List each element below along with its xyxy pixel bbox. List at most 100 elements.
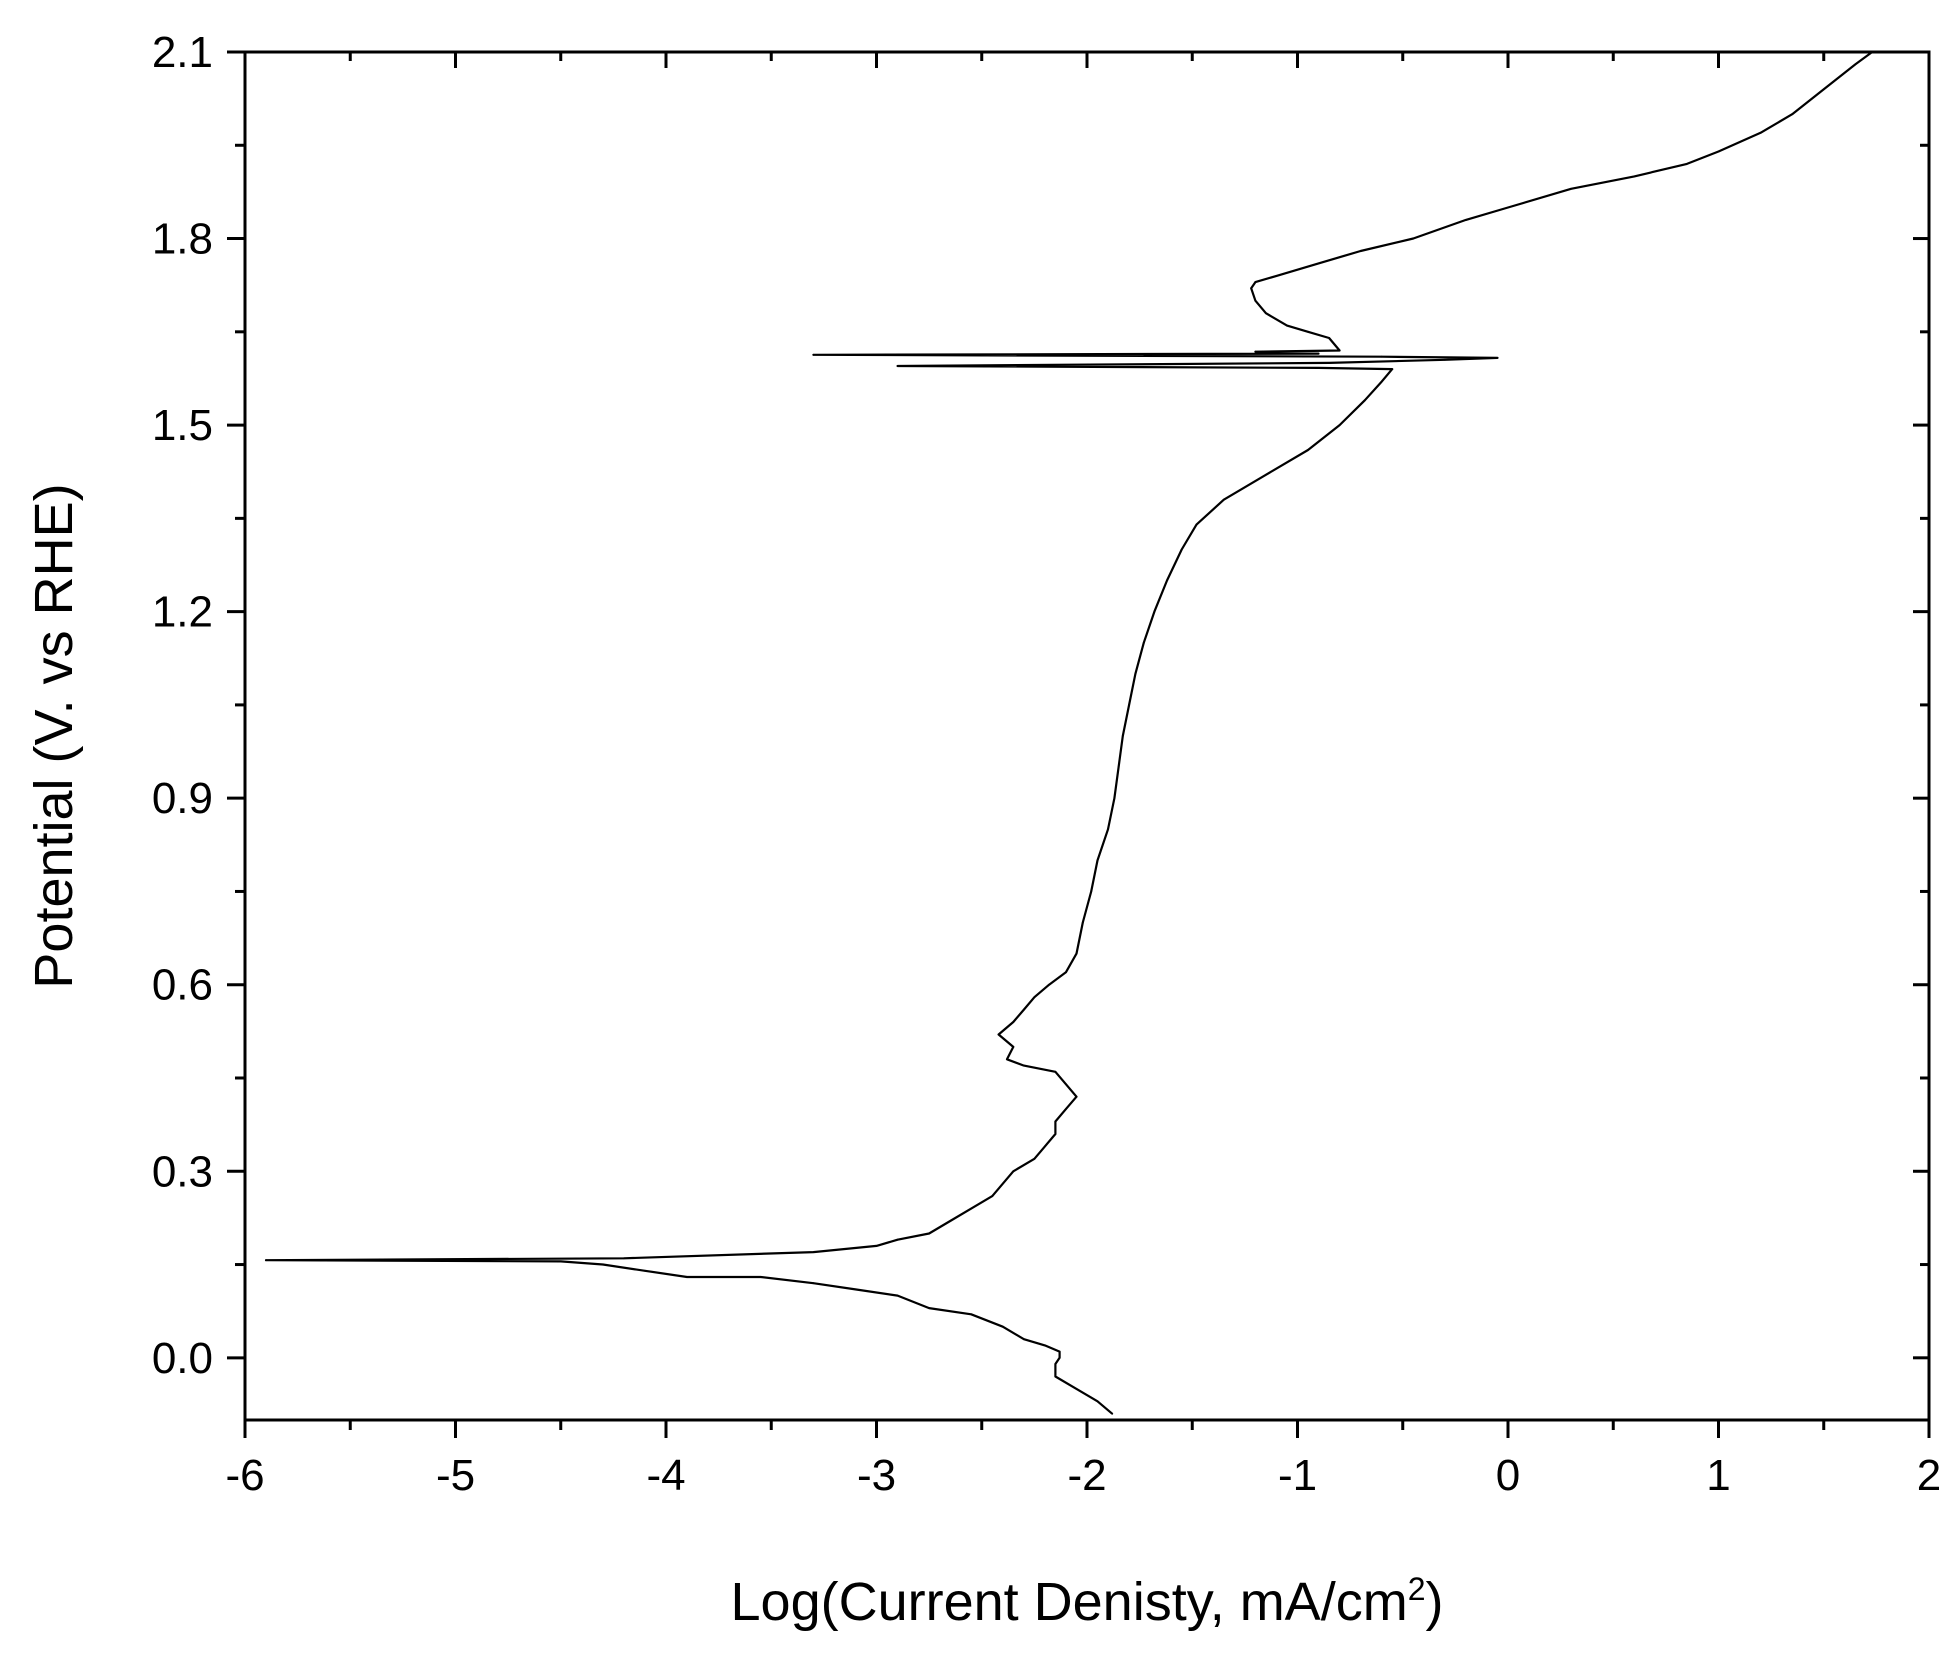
y-tick-label: 2.1 bbox=[152, 28, 213, 77]
data-point bbox=[1121, 735, 1124, 737]
data-point bbox=[1391, 368, 1394, 370]
data-point bbox=[1686, 163, 1688, 165]
data-point bbox=[1096, 1400, 1099, 1403]
y-tick-label: 0.0 bbox=[152, 1334, 213, 1383]
y-tick-label: 1.2 bbox=[152, 588, 213, 637]
data-point bbox=[875, 1245, 878, 1247]
data-point bbox=[1054, 1375, 1057, 1378]
x-tick-label: -3 bbox=[857, 1451, 896, 1500]
data-point bbox=[1044, 1145, 1046, 1148]
data-point bbox=[1023, 1338, 1025, 1341]
data-point bbox=[896, 365, 899, 367]
data-point bbox=[1222, 498, 1225, 501]
x-tick-label: -1 bbox=[1278, 1451, 1317, 1500]
data-point bbox=[1065, 1108, 1067, 1110]
x-tick-label: -6 bbox=[225, 1451, 264, 1500]
data-point bbox=[1854, 63, 1857, 66]
data-point bbox=[1307, 330, 1309, 333]
data-point bbox=[1380, 355, 1383, 358]
data-point bbox=[1364, 399, 1366, 402]
data-point bbox=[1023, 1064, 1025, 1067]
x-axis-label-superscript: 2 bbox=[1408, 1571, 1426, 1607]
data-point bbox=[1006, 1058, 1008, 1061]
series-line bbox=[264, 51, 1873, 1415]
data-point bbox=[1012, 1170, 1015, 1173]
x-tick-label: -4 bbox=[646, 1451, 685, 1500]
data-point bbox=[1058, 1350, 1061, 1353]
data-point bbox=[644, 1269, 646, 1272]
data-point bbox=[1065, 971, 1067, 974]
data-point bbox=[1359, 250, 1362, 252]
x-tick-label: -2 bbox=[1067, 1451, 1106, 1500]
data-point bbox=[1317, 262, 1320, 265]
data-point bbox=[1791, 113, 1794, 116]
data-point bbox=[1153, 610, 1156, 613]
plot-frame bbox=[243, 50, 1931, 1422]
data-point bbox=[1054, 1363, 1057, 1365]
data-point bbox=[1033, 996, 1036, 999]
x-tick-label: 0 bbox=[1496, 1451, 1520, 1500]
data-point bbox=[1265, 473, 1267, 476]
data-point bbox=[1328, 337, 1330, 339]
y-tick-label: 0.6 bbox=[152, 961, 213, 1010]
data-point bbox=[1380, 380, 1383, 383]
data-point bbox=[1107, 828, 1109, 831]
data-point bbox=[812, 353, 815, 356]
data-point bbox=[1759, 131, 1762, 134]
data-point bbox=[1465, 219, 1467, 221]
data-point bbox=[896, 1238, 899, 1241]
data-point bbox=[970, 1313, 973, 1316]
data-point bbox=[854, 1288, 857, 1291]
data-point bbox=[265, 1259, 267, 1262]
data-point bbox=[1113, 797, 1116, 800]
data-point bbox=[1012, 1046, 1015, 1048]
data-point bbox=[1412, 237, 1415, 240]
data-point bbox=[1338, 424, 1341, 426]
data-point bbox=[991, 1195, 994, 1197]
data-point bbox=[1048, 983, 1050, 986]
tick-labels: -6 -5 -4 -3 -2 -1 0 1 2 0.0 0.3 0.6 0.9 1.2 1.5 1.8 2.1 bbox=[152, 28, 1941, 1500]
data-point bbox=[1317, 352, 1320, 355]
data-point bbox=[812, 1251, 815, 1253]
data-point bbox=[1075, 1095, 1078, 1098]
data-point bbox=[1023, 1008, 1025, 1011]
data-point bbox=[1090, 890, 1093, 893]
data-point bbox=[896, 1294, 899, 1297]
data-point bbox=[970, 1207, 973, 1210]
data-point bbox=[1195, 523, 1198, 526]
data-point bbox=[1075, 1388, 1078, 1390]
data-point bbox=[1081, 921, 1084, 924]
data-point bbox=[1444, 358, 1446, 361]
y-tick-label: 0.3 bbox=[152, 1147, 213, 1196]
x-tick-label: 1 bbox=[1706, 1451, 1730, 1500]
data-point bbox=[1717, 150, 1720, 153]
data-point bbox=[1058, 1356, 1061, 1359]
data-point bbox=[1117, 766, 1120, 768]
data-point bbox=[1075, 952, 1078, 955]
data-point bbox=[1871, 51, 1874, 53]
data-point bbox=[1254, 350, 1257, 353]
data-point bbox=[1180, 548, 1183, 551]
data-points bbox=[265, 51, 1874, 1415]
data-point bbox=[759, 1276, 762, 1278]
data-point bbox=[1054, 1120, 1057, 1123]
data-point bbox=[928, 1232, 930, 1235]
data-point bbox=[1275, 275, 1278, 277]
data-point bbox=[1054, 1070, 1057, 1073]
x-tick-label: -5 bbox=[436, 1451, 475, 1500]
data-point bbox=[1307, 449, 1309, 451]
data-point bbox=[1044, 1344, 1046, 1347]
data-point bbox=[1096, 859, 1099, 862]
data-point bbox=[1054, 1133, 1057, 1135]
data-point bbox=[928, 1307, 930, 1309]
data-point bbox=[1265, 312, 1267, 315]
data-point bbox=[1338, 349, 1341, 352]
data-point bbox=[1128, 704, 1130, 706]
data-point bbox=[1286, 324, 1288, 327]
data-point bbox=[1254, 299, 1257, 302]
data-point bbox=[1496, 357, 1499, 359]
data-point bbox=[686, 1276, 688, 1278]
data-point bbox=[949, 1220, 952, 1222]
y-tick-label: 1.5 bbox=[152, 401, 213, 450]
